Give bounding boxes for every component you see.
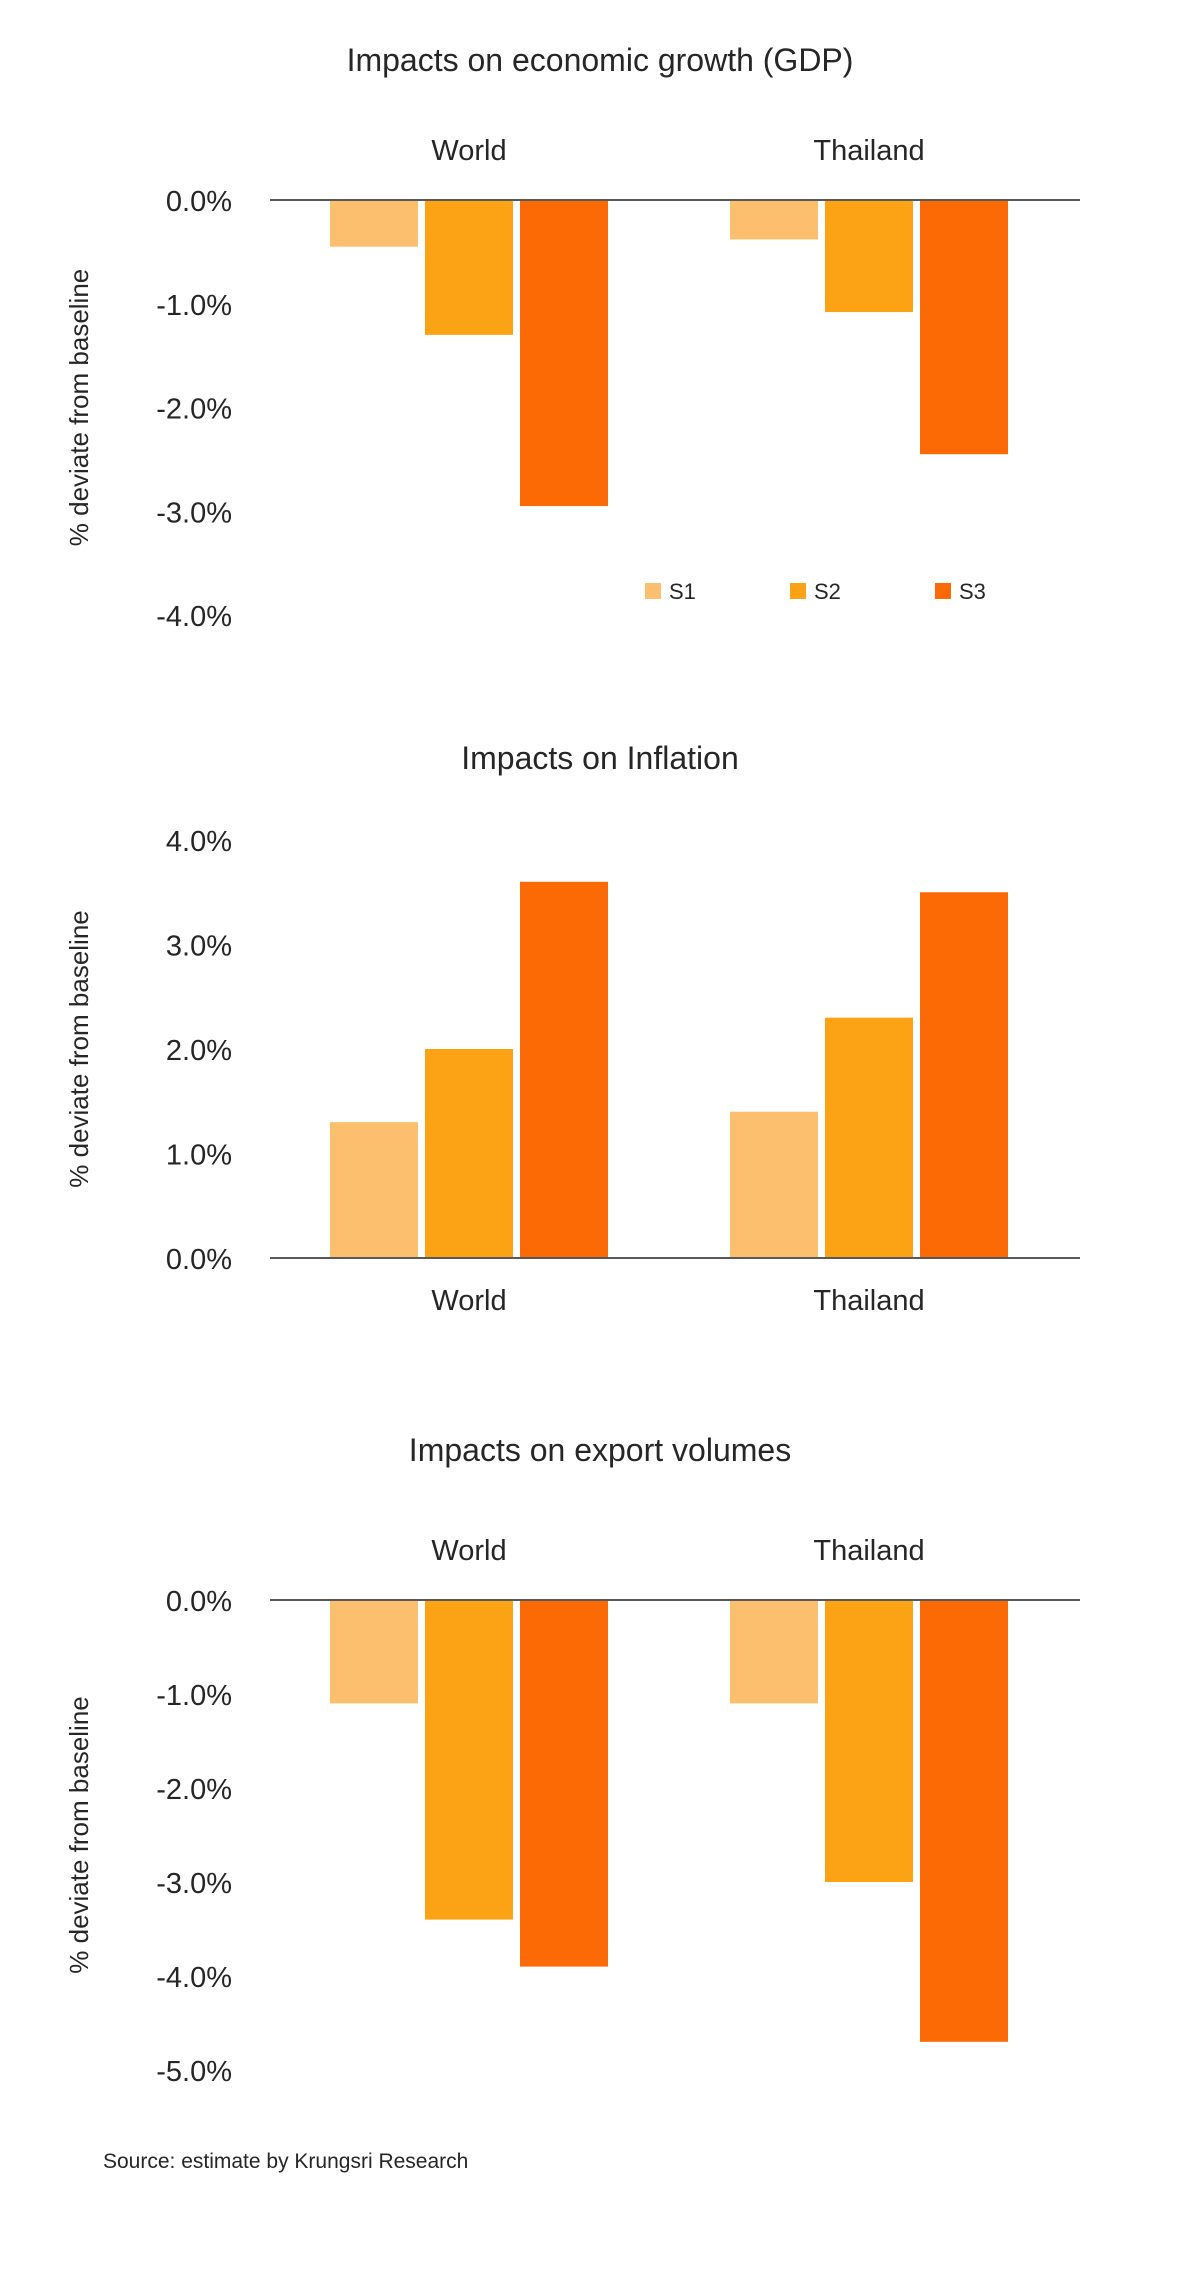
bar-s2-world — [425, 1049, 513, 1258]
category-label: Thailand — [813, 1535, 924, 1567]
bar-s2-world — [425, 1600, 513, 1920]
category-label: World — [431, 1285, 506, 1317]
bar-s2-thailand — [825, 1600, 913, 1882]
y-tick-label: 3.0% — [166, 931, 232, 963]
source-note: Source: estimate by Krungsri Research — [103, 2150, 469, 2173]
bar-s3-thailand — [920, 200, 1008, 455]
bar-s1-thailand — [730, 200, 818, 240]
y-tick-label: -2.0% — [156, 394, 232, 426]
legend-swatch-s1 — [645, 583, 661, 599]
category-label: World — [431, 1535, 506, 1567]
y-tick-label: 0.0% — [166, 1586, 232, 1618]
category-label: Thailand — [813, 1285, 924, 1317]
bar-s1-thailand — [730, 1111, 818, 1258]
y-tick-label: -3.0% — [156, 1868, 232, 1900]
category-label: Thailand — [813, 135, 924, 167]
bar-s3-thailand — [920, 1600, 1008, 2042]
chart-inflation: 4.0% 3.0% 2.0% 1.0% 0.0% % deviate from basel… — [64, 826, 1080, 1317]
y-axis-label: % deviate from baseline — [64, 1696, 94, 1973]
y-tick-label: -2.0% — [156, 1774, 232, 1806]
y-axis-label: % deviate from baseline — [64, 910, 94, 1187]
category-label: World — [431, 135, 506, 167]
chart-title-gdp: Impacts on economic growth (GDP) — [346, 42, 854, 78]
y-tick-label: -4.0% — [156, 1962, 232, 1994]
y-tick-label: -3.0% — [156, 497, 232, 529]
bar-s3-world — [520, 881, 608, 1258]
legend-label: S1 — [669, 579, 696, 604]
bar-s1-world — [330, 1122, 418, 1258]
legend-swatch-s3 — [935, 583, 951, 599]
y-tick-label: 1.0% — [166, 1140, 232, 1172]
bar-s2-thailand — [825, 1017, 913, 1258]
chart-gdp: 0.0% -1.0% -2.0% -3.0% -4.0% % deviate from b… — [64, 135, 1080, 633]
chart-title-exports: Impacts on export volumes — [408, 1432, 792, 1468]
chart-exports: 0.0% -1.0% -2.0% -3.0% -4.0% -5.0% % deviate f… — [64, 1535, 1080, 2088]
legend-label: S2 — [814, 579, 841, 604]
bar-s1-world — [330, 200, 418, 247]
y-tick-label: 0.0% — [166, 186, 232, 218]
bar-s2-world — [425, 200, 513, 335]
bar-s3-world — [520, 200, 608, 507]
y-tick-label: -1.0% — [156, 290, 232, 322]
legend-swatch-s2 — [790, 583, 806, 599]
chart-title-inflation: Impacts on Inflation — [461, 740, 739, 776]
bar-s1-thailand — [730, 1600, 818, 1704]
bar-s1-world — [330, 1600, 418, 1704]
y-tick-label: -5.0% — [156, 2056, 232, 2088]
y-tick-label: 2.0% — [166, 1035, 232, 1067]
y-tick-label: -4.0% — [156, 601, 232, 633]
bar-s3-thailand — [920, 892, 1008, 1258]
y-tick-label: 0.0% — [166, 1244, 232, 1276]
bar-s3-world — [520, 1600, 608, 1967]
bar-s2-thailand — [825, 200, 913, 313]
y-tick-label: -1.0% — [156, 1680, 232, 1712]
y-axis-label: % deviate from baseline — [64, 269, 94, 546]
legend-label: S3 — [959, 579, 986, 604]
y-tick-label: 4.0% — [166, 826, 232, 858]
